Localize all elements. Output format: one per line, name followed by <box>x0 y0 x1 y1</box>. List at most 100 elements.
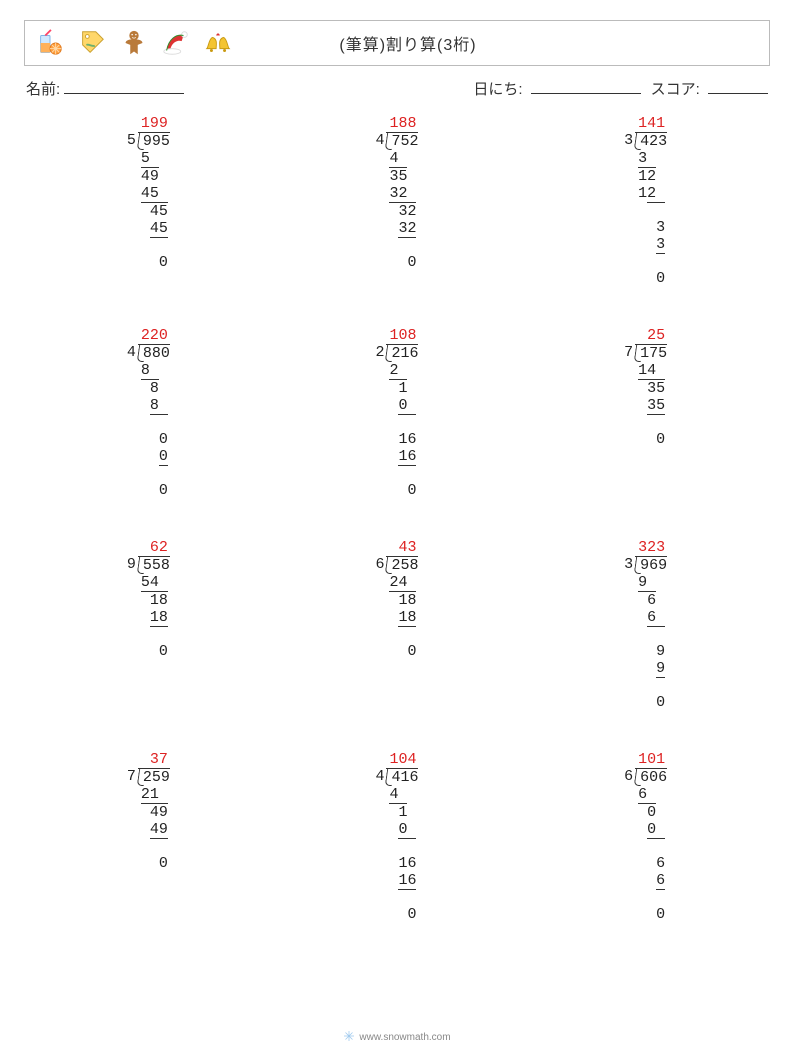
step-rule <box>389 237 418 254</box>
quotient: 104 <box>389 751 416 768</box>
header-icons <box>33 26 235 60</box>
step-number: 0 <box>638 694 667 711</box>
step-number: 9 <box>638 643 667 660</box>
step-number: 4 <box>389 786 418 803</box>
division-problem: 6295585418180 <box>127 539 170 711</box>
step-number: 0 <box>389 482 418 499</box>
score-blank <box>708 79 768 94</box>
quotient: 43 <box>398 539 416 556</box>
step-number: 0 <box>638 821 667 838</box>
division-problem: 2204880888000 <box>127 327 170 499</box>
step-number: 0 <box>141 643 170 660</box>
step-number: 8 <box>141 397 170 414</box>
step-number: 16 <box>389 855 418 872</box>
division-problem: 2571751435350 <box>624 327 667 499</box>
step-rule <box>638 677 667 694</box>
divisor: 4 <box>127 344 138 361</box>
step-number: 45 <box>141 220 170 237</box>
division-problem: 4362582418180 <box>375 539 418 711</box>
dividend: 175 <box>635 344 667 362</box>
footer: www.snowmath.com <box>0 1030 794 1045</box>
step-number: 0 <box>141 254 170 271</box>
quotient: 141 <box>638 115 665 132</box>
header-bar: (筆算)割り算(3桁) <box>24 20 770 66</box>
step-number: 49 <box>141 821 170 838</box>
tag-icon <box>75 26 109 60</box>
step-number: 32 <box>389 185 418 202</box>
gingerbread-icon <box>117 26 151 60</box>
santa-hat-icon <box>159 26 193 60</box>
step-rule <box>638 889 667 906</box>
step-number: 0 <box>141 855 170 872</box>
division-problem: 141342331212330 <box>624 115 667 287</box>
step-rule <box>638 414 667 431</box>
step-number: 5 <box>141 150 170 167</box>
step-number: 6 <box>638 855 667 872</box>
dividend: 558 <box>138 556 170 574</box>
division-problem: 19959955494545450 <box>127 115 170 287</box>
step-rule <box>141 237 170 254</box>
step-rule <box>389 465 418 482</box>
step-number: 24 <box>389 574 418 591</box>
quotient: 188 <box>389 115 416 132</box>
step-number: 16 <box>389 872 418 889</box>
step-number: 0 <box>389 643 418 660</box>
step-rule <box>141 465 170 482</box>
step-number: 3 <box>638 219 667 236</box>
step-number: 32 <box>389 203 418 220</box>
division-problem: 104441641016160 <box>375 751 418 923</box>
worksheet-title: (筆算)割り算(3桁) <box>235 31 581 55</box>
division-problem: 3233969966990 <box>624 539 667 711</box>
step-number: 0 <box>389 821 418 838</box>
step-rule <box>638 253 667 270</box>
step-number: 18 <box>141 609 170 626</box>
divisor: 5 <box>127 132 138 149</box>
step-rule <box>389 626 418 643</box>
dividend: 423 <box>635 132 667 150</box>
divisor: 7 <box>127 768 138 785</box>
division-problem: 3772592149490 <box>127 751 170 923</box>
step-number: 35 <box>638 380 667 397</box>
step-number: 14 <box>638 362 667 379</box>
step-number: 6 <box>638 872 667 889</box>
step-number: 6 <box>638 786 667 803</box>
quotient: 37 <box>150 751 168 768</box>
quotient: 108 <box>389 327 416 344</box>
quotient: 323 <box>638 539 665 556</box>
step-rule <box>638 838 667 855</box>
dividend: 259 <box>138 768 170 786</box>
step-number: 4 <box>389 150 418 167</box>
division-problem: 1016606600660 <box>624 751 667 923</box>
dividend: 752 <box>386 132 418 150</box>
divisor: 9 <box>127 556 138 573</box>
step-number: 0 <box>389 906 418 923</box>
step-number: 0 <box>638 431 667 448</box>
step-number: 0 <box>638 906 667 923</box>
step-number: 9 <box>638 660 667 677</box>
step-number: 45 <box>141 203 170 220</box>
step-number: 12 <box>638 168 667 185</box>
step-rule <box>141 838 170 855</box>
step-number: 45 <box>141 185 170 202</box>
step-number: 49 <box>141 168 170 185</box>
step-number: 0 <box>389 397 418 414</box>
step-number: 3 <box>638 150 667 167</box>
step-number: 6 <box>638 609 667 626</box>
step-rule <box>389 889 418 906</box>
step-rule <box>389 838 418 855</box>
step-rule <box>638 202 667 219</box>
quotient: 199 <box>141 115 168 132</box>
step-rule <box>141 626 170 643</box>
division-problem: 108221621016160 <box>375 327 418 499</box>
date-label: 日にち: <box>473 81 522 98</box>
footer-url: www.snowmath.com <box>359 1032 450 1043</box>
step-number: 12 <box>638 185 667 202</box>
quotient: 62 <box>150 539 168 556</box>
step-number: 0 <box>141 448 170 465</box>
step-rule <box>389 414 418 431</box>
dividend: 880 <box>138 344 170 362</box>
step-number: 21 <box>141 786 170 803</box>
step-number: 8 <box>141 362 170 379</box>
score-label: スコア: <box>651 81 700 98</box>
quotient: 25 <box>647 327 665 344</box>
